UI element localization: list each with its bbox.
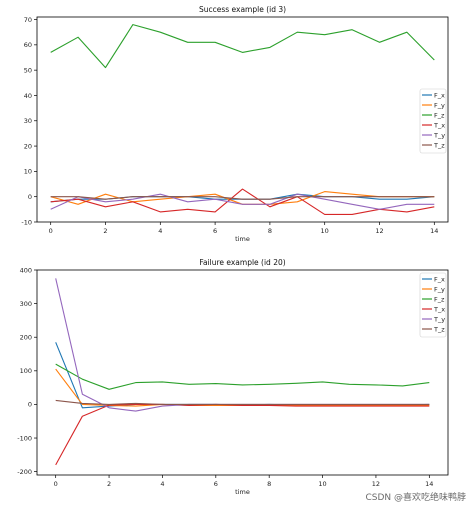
x-tick-label: 0 [54,480,58,488]
x-tick-label: 2 [103,227,107,235]
x-tick-label: 12 [375,227,383,235]
x-tick-label: 10 [318,480,326,488]
legend: F_x F_y F_z T_x T_y T_z [419,272,447,338]
x-tick-label: 6 [213,227,217,235]
x-tick-label: 14 [425,480,433,488]
x-tick-label: 12 [372,480,380,488]
y-tick-label: 60 [24,41,32,49]
series-line-t-x [50,188,435,215]
legend-label: T_z [433,325,445,333]
x-tick-label: 2 [107,480,111,488]
y-tick-label: 70 [24,16,32,24]
series-line-f-x [55,342,430,409]
legend-label: T_y [433,315,445,323]
y-tick-label: 20 [24,142,32,150]
legend-label: F_y [434,285,445,293]
series-line-t-y [50,193,435,210]
y-tick-label: 0 [28,401,32,409]
y-tick-label: 0 [28,193,32,201]
watermark: CSDN @喜欢吃绝味鸭脖 [365,491,466,503]
x-tick-label: 14 [430,227,438,235]
x-tick-label: 10 [321,227,329,235]
y-tick-label: -10 [21,218,32,226]
x-tick-label: 4 [158,227,162,235]
series-line-f-y [50,191,435,205]
chart-title: Failure example (id 20) [199,258,285,267]
series-line-t-x [55,403,430,466]
series-line-f-z [55,363,430,390]
legend-label: T_y [433,131,445,139]
plot-frame [36,16,449,223]
legend: F_x F_y F_z T_x T_y T_z [419,88,447,154]
y-tick-label: 400 [20,266,32,274]
x-tick-label: 8 [267,480,271,488]
legend-label: F_z [434,295,445,303]
series-line-f-z [50,24,435,69]
x-axis-label: time [235,235,250,243]
y-tick-label: 40 [24,92,32,100]
y-tick-label: 300 [20,300,32,308]
legend-label: F_x [434,275,445,283]
x-tick-label: 6 [214,480,218,488]
x-tick-label: 0 [49,227,53,235]
success-chart: Success example (id 3)-10010203040506070… [21,5,449,243]
legend-label: F_y [434,101,445,109]
y-tick-label: 200 [20,334,32,342]
y-tick-label: 100 [20,367,32,375]
y-tick-label: 30 [24,117,32,125]
series-line-f-y [55,368,430,407]
x-tick-label: 8 [268,227,272,235]
legend-label: T_x [433,121,445,129]
series-line-t-y [55,278,430,412]
legend-label: F_z [434,111,445,119]
x-axis-label: time [235,488,250,496]
legend-label: T_z [433,141,445,149]
x-tick-label: 4 [160,480,164,488]
plot-frame [36,269,449,476]
y-tick-label: -200 [17,468,32,476]
failure-chart: Failure example (id 20)-200-100010020030… [17,258,449,496]
y-tick-label: -100 [17,434,32,442]
series-line-t-z [50,196,435,200]
legend-label: F_x [434,91,445,99]
y-tick-label: 50 [24,66,32,74]
series-line-t-z [55,399,430,405]
legend-label: T_x [433,305,445,313]
y-tick-label: 10 [24,168,32,176]
chart-title: Success example (id 3) [199,5,286,14]
